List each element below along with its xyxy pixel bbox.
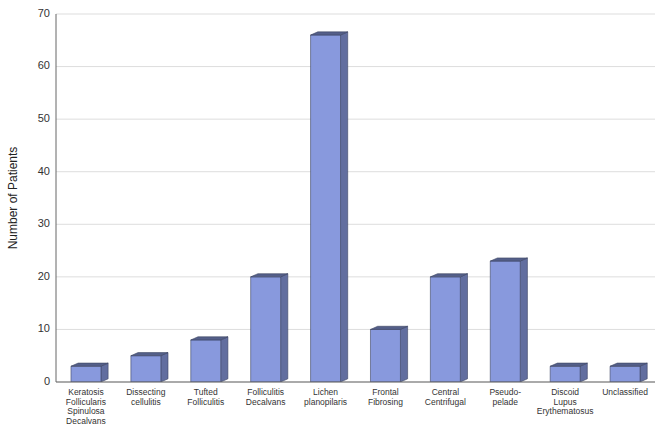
bar-top [610,363,647,366]
y-grid [56,14,655,382]
bar-front [131,356,161,382]
x-tick-label: CentralCentrifugal [425,387,466,407]
chart-container: 0 10 20 30 40 50 60 70 KeratosisFollicularisSpin… [0,0,667,434]
bar-top [71,363,108,366]
grid-line [56,329,655,330]
y-tick-label: 50 [38,112,50,124]
x-tick-label: TuftedFolliculitis [187,387,224,407]
bar [430,274,467,382]
y-tick-label: 70 [38,7,50,19]
bar-side [161,353,168,382]
y-tick-label: 10 [38,322,50,334]
bar [370,326,407,382]
bar-top [131,353,168,356]
bar-front [71,366,101,382]
bar-front [370,329,400,382]
bar-top [370,326,407,329]
bar-top [490,258,527,261]
bar-front [490,261,520,382]
bar-front [251,277,281,382]
bar-front [610,366,640,382]
bar-top [550,363,587,366]
grid-line [56,276,655,277]
bar [490,258,527,382]
bar-front [430,277,460,382]
bar-front [311,35,341,382]
x-axis-line [56,382,655,383]
x-tick-label: DiscoidLupusErythematosus [537,387,594,416]
bar [610,363,647,382]
bar-side [460,274,467,382]
chart-svg: 0 10 20 30 40 50 60 70 KeratosisFollicularisSpin… [0,0,667,434]
y-tick-label: 40 [38,165,50,177]
x-tick-label: Pseudo-pelade [489,387,521,407]
bar-side [221,337,228,382]
y-tick-label: 20 [38,270,50,282]
bar [251,274,288,382]
x-tick-label: KeratosisFollicularisSpinulosaDecalvans [66,387,106,426]
bar-side [341,32,348,382]
bar-top [430,274,467,277]
x-tick-label: FrontalFibrosing [368,387,403,407]
y-tick-label: 60 [38,59,50,71]
bar-top [251,274,288,277]
y-tick-label: 30 [38,217,50,229]
y-tick-label: 0 [44,375,50,387]
bar [71,363,108,382]
bar [311,32,348,382]
x-tick-label: Dissectingcellulitis [126,387,165,407]
bar-front [550,366,580,382]
bar-side [281,274,288,382]
bar-front [191,340,221,382]
y-axis-line [56,14,57,382]
bars [71,32,647,382]
bar-top [191,337,228,340]
grid-line [56,382,655,383]
grid-line [56,14,655,15]
y-axis-label: Number of Patients [6,147,20,250]
bar [131,353,168,382]
x-tick-label: Lichenplanopilaris [304,387,347,407]
bar [191,337,228,382]
grid-line [56,119,655,120]
bar-side [400,326,407,382]
bar [550,363,587,382]
x-tick-label: Unclassified [602,387,648,397]
x-tick-labels: KeratosisFollicularisSpinulosaDecalvans D… [66,387,648,426]
grid-line [56,224,655,225]
bar-side [520,258,527,382]
y-tick-labels: 0 10 20 30 40 50 60 70 [38,7,50,387]
x-tick-label: FolliculitisDecalvans [246,387,286,407]
grid-line [56,171,655,172]
bar-top [311,32,348,35]
grid-line [56,66,655,67]
